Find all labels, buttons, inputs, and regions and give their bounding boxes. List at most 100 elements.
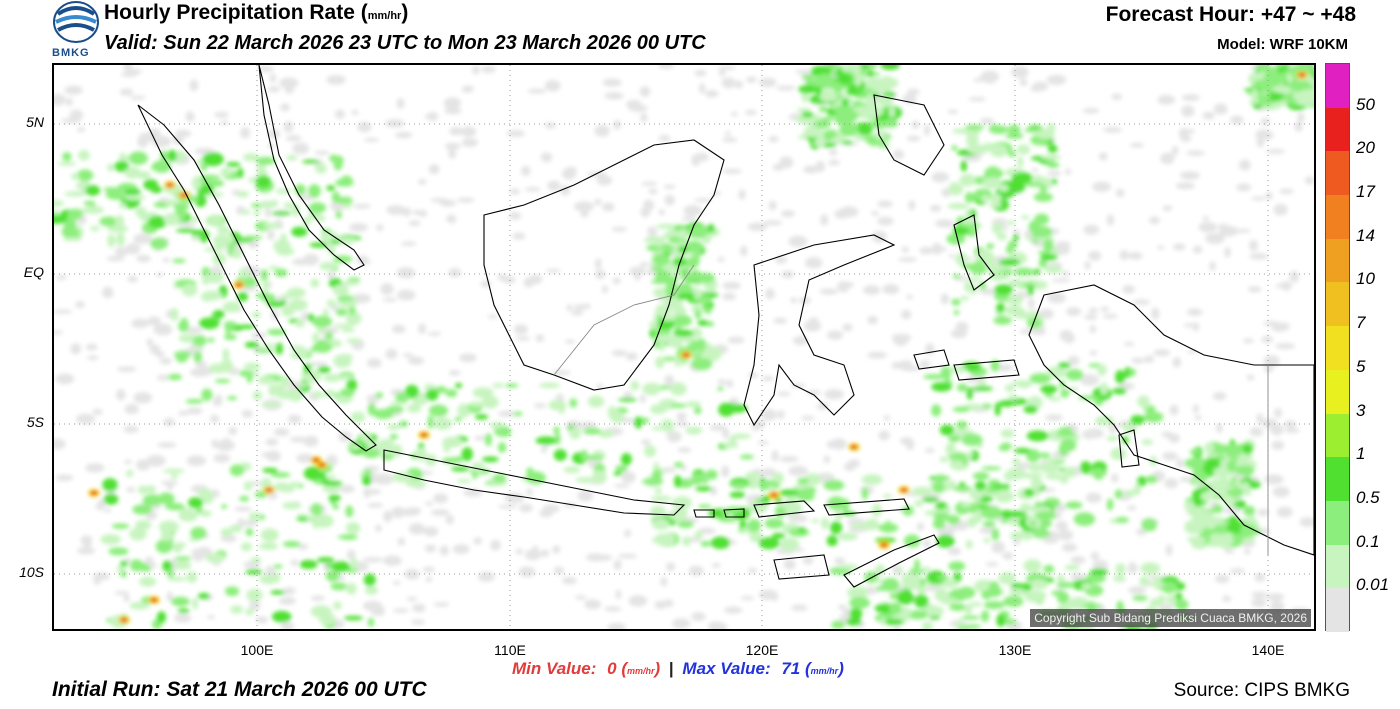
rain-cell: [931, 243, 942, 255]
rain-cell: [677, 282, 693, 296]
rain-cell: [879, 617, 888, 625]
rain-cell: [1115, 516, 1130, 524]
rain-cell: [186, 455, 207, 467]
rain-cell: [1272, 486, 1290, 498]
rain-cell: [383, 555, 402, 566]
rain-cell: [1249, 427, 1264, 437]
rain-cell: [717, 256, 725, 262]
rain-cell: [720, 465, 730, 478]
rain-cell: [185, 398, 204, 404]
rain-cell: [1126, 505, 1137, 511]
rain-cell: [1212, 504, 1223, 514]
rain-cell: [403, 207, 412, 217]
rain-cell: [982, 73, 998, 84]
rain-cell: [265, 565, 276, 578]
rain-cell: [307, 313, 314, 322]
rain-cell: [138, 132, 155, 143]
rain-cell: [842, 140, 854, 145]
rain-cell: [92, 408, 103, 415]
rain-cell: [811, 518, 819, 523]
rain-cell: [1273, 408, 1283, 418]
rain-cell: [282, 501, 302, 510]
rain-cell: [103, 493, 119, 505]
rain-cell: [865, 98, 882, 105]
rain-cell: [191, 597, 199, 610]
rain-cell: [1234, 499, 1246, 509]
rain-cell: [170, 473, 178, 480]
rain-cell: [694, 406, 702, 415]
rain-cell: [774, 256, 788, 264]
rain-cell: [365, 585, 379, 595]
colorbar-label: 5: [1356, 356, 1366, 376]
rain-cell: [260, 528, 279, 542]
rain-cell: [877, 200, 893, 208]
rain-cell: [1005, 133, 1024, 139]
rain-cell: [697, 319, 709, 327]
rain-cell: [1273, 203, 1288, 216]
rain-cell: [830, 521, 843, 535]
rain-cell: [1080, 461, 1092, 475]
rain-cell: [54, 93, 66, 106]
rain-cell: [626, 99, 642, 110]
rain-cell: [287, 414, 302, 424]
rain-cell: [980, 610, 990, 623]
rain-cell: [391, 444, 403, 457]
rain-cell: [596, 175, 613, 186]
colorbar-swatch: [1326, 544, 1349, 589]
rain-cell: [271, 211, 292, 216]
rain-cell: [1113, 574, 1126, 582]
rain-cell: [260, 269, 269, 282]
max-label: Max Value:: [682, 659, 771, 678]
rain-cell: [683, 205, 702, 217]
rain-cell: [514, 336, 531, 341]
rain-cell: [127, 275, 139, 283]
rain-cell: [433, 493, 448, 504]
rain-cell: [911, 486, 933, 496]
rain-cell: [983, 600, 1005, 610]
rain-cell: [1247, 286, 1262, 293]
rain-cell: [188, 497, 204, 509]
rain-cell: [1121, 436, 1129, 444]
rain-cell: [916, 585, 927, 595]
rain-cell: [229, 464, 245, 477]
rain-cell: [981, 194, 990, 203]
rain-cell: [61, 118, 81, 124]
rain-cell: [255, 616, 269, 624]
rain-cell: [940, 293, 950, 305]
rain-cell: [956, 383, 968, 392]
rain-cell: [685, 292, 696, 299]
colorbar-swatch: [1326, 413, 1349, 458]
rain-cell: [1023, 488, 1035, 497]
rain-cell: [986, 243, 995, 250]
rain-cell: [302, 216, 311, 227]
rain-cell: [240, 127, 251, 139]
rain-cell: [1224, 443, 1243, 457]
rain-cell: [166, 569, 175, 578]
rain-cell: [1115, 369, 1126, 384]
rain-cell: [1299, 517, 1314, 527]
rain-cell: [1035, 511, 1057, 521]
colorbar-label: 3: [1356, 400, 1366, 420]
rain-cell: [369, 443, 389, 448]
separator: |: [668, 659, 674, 678]
forecast-hour: Forecast Hour: +47 ~ +48: [1105, 3, 1356, 26]
rain-cell: [54, 200, 65, 207]
rain-cell: [213, 309, 225, 319]
rain-cell: [250, 556, 262, 563]
rain-cell: [709, 424, 727, 431]
rain-cell: [900, 437, 914, 445]
rain-cell: [1202, 216, 1210, 221]
rain-cell: [654, 600, 667, 610]
rain-cell: [949, 365, 967, 374]
rain-cell: [273, 564, 283, 569]
rain-cell: [461, 447, 473, 462]
rain-cell: [1180, 171, 1200, 180]
rain-cell: [175, 228, 197, 233]
lat-label-5s: 5S: [26, 414, 44, 430]
rain-cell: [399, 420, 409, 428]
rain-cell: [190, 526, 207, 540]
rain-cell: [314, 478, 324, 485]
rain-cell: [565, 339, 575, 344]
rain-cell: [1157, 94, 1176, 105]
rain-cell: [994, 284, 1014, 295]
